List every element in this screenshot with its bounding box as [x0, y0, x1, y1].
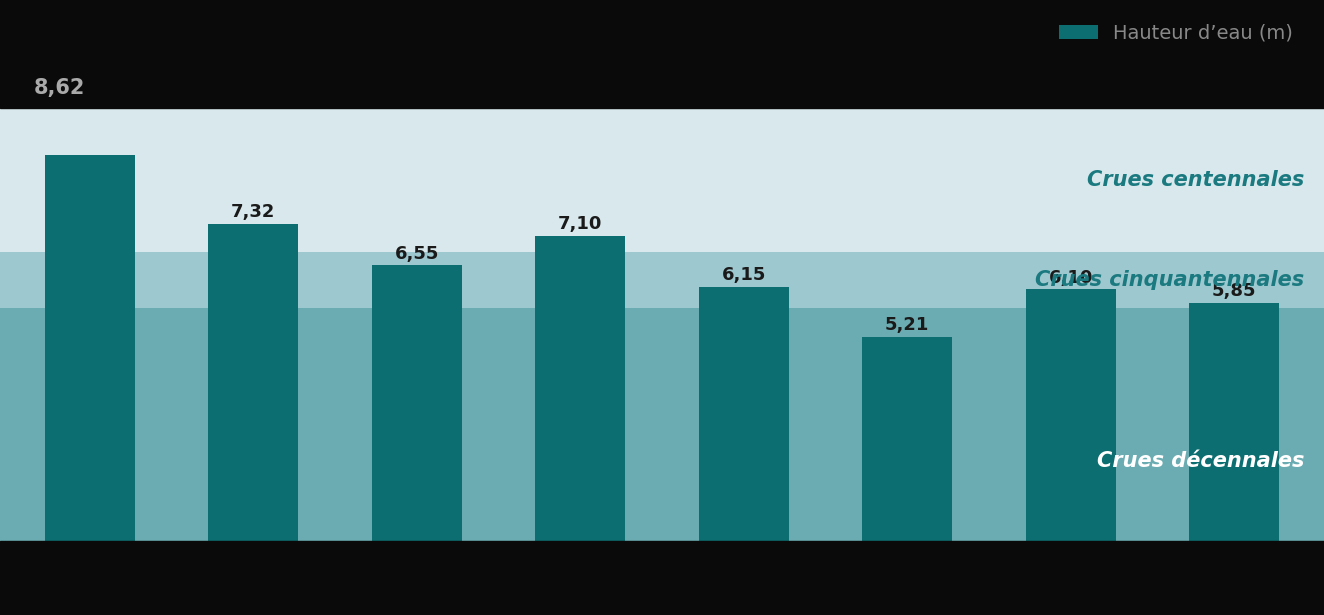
Text: 7,32: 7,32	[232, 204, 275, 221]
Legend: Hauteur d’eau (m): Hauteur d’eau (m)	[1051, 16, 1301, 50]
Bar	[1189, 303, 1279, 615]
Text: 6,15: 6,15	[722, 266, 765, 284]
Text: Crues centennales: Crues centennales	[1087, 170, 1304, 189]
Bar	[0, 308, 1324, 615]
Bar	[862, 337, 952, 615]
Bar	[0, 108, 1324, 252]
Bar	[208, 224, 298, 615]
Text: 7,10: 7,10	[559, 215, 602, 233]
Text: 5,21: 5,21	[884, 316, 929, 334]
Text: Crues décennales: Crues décennales	[1096, 451, 1304, 472]
Text: 6,55: 6,55	[395, 245, 440, 263]
Bar	[699, 287, 789, 615]
Text: Crues cinquantennales: Crues cinquantennales	[1035, 270, 1304, 290]
Text: 5,85: 5,85	[1211, 282, 1256, 300]
Text: 8,62: 8,62	[34, 78, 85, 98]
Bar	[0, 252, 1324, 308]
Bar	[535, 236, 625, 615]
Bar	[372, 265, 462, 615]
Bar	[1026, 289, 1116, 615]
Text: 6,10: 6,10	[1049, 269, 1092, 287]
Bar	[45, 154, 135, 615]
